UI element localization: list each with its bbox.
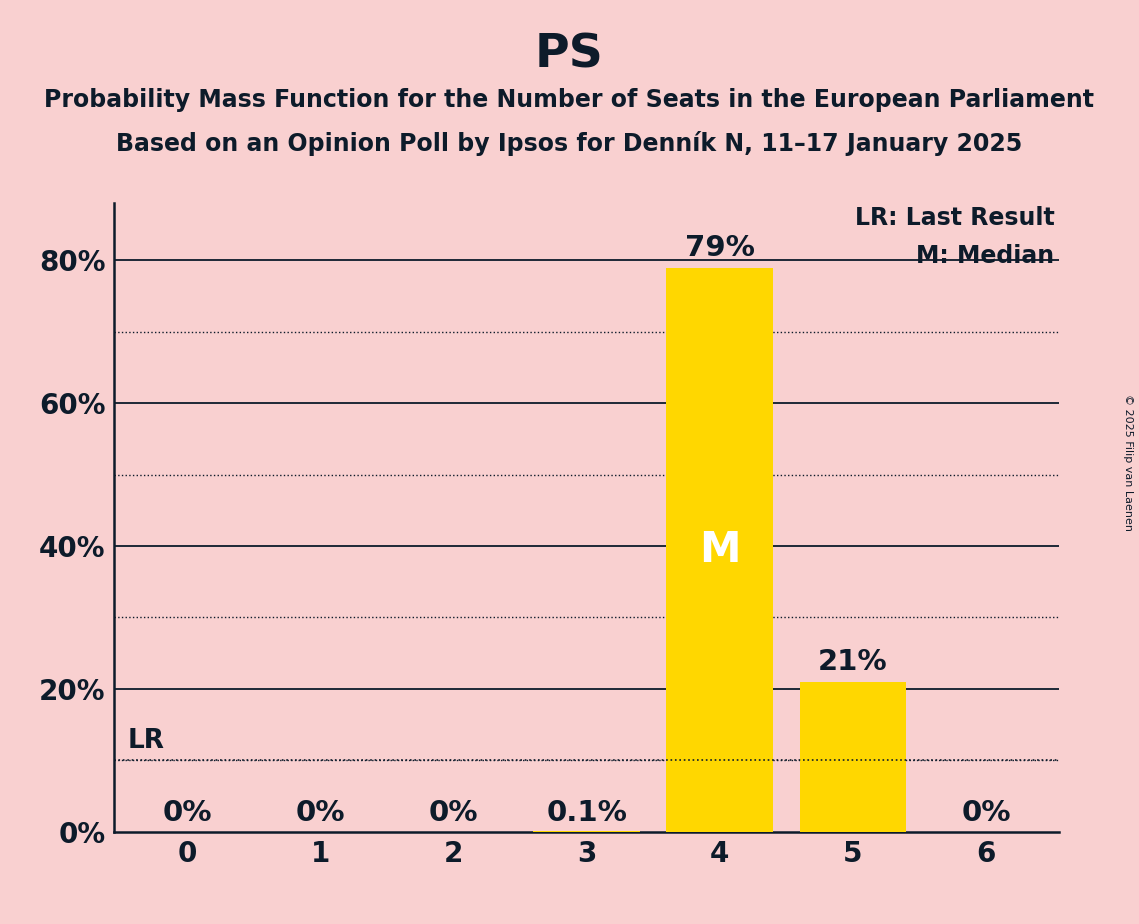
Text: M: Median: M: Median (917, 244, 1055, 268)
Text: PS: PS (535, 32, 604, 78)
Text: © 2025 Filip van Laenen: © 2025 Filip van Laenen (1123, 394, 1133, 530)
Text: 0%: 0% (961, 799, 1010, 827)
Text: 0.1%: 0.1% (546, 799, 628, 827)
Text: LR: Last Result: LR: Last Result (854, 206, 1055, 230)
Bar (666, 268, 773, 832)
Text: 21%: 21% (818, 648, 887, 676)
Text: LR: LR (128, 728, 164, 755)
Text: M: M (699, 529, 740, 570)
Text: Based on an Opinion Poll by Ipsos for Denník N, 11–17 January 2025: Based on an Opinion Poll by Ipsos for De… (116, 131, 1023, 156)
Bar (800, 682, 907, 832)
Text: 79%: 79% (685, 234, 755, 261)
Text: Probability Mass Function for the Number of Seats in the European Parliament: Probability Mass Function for the Number… (44, 88, 1095, 112)
Text: 0%: 0% (428, 799, 478, 827)
Text: 0%: 0% (295, 799, 345, 827)
Text: 0%: 0% (163, 799, 212, 827)
